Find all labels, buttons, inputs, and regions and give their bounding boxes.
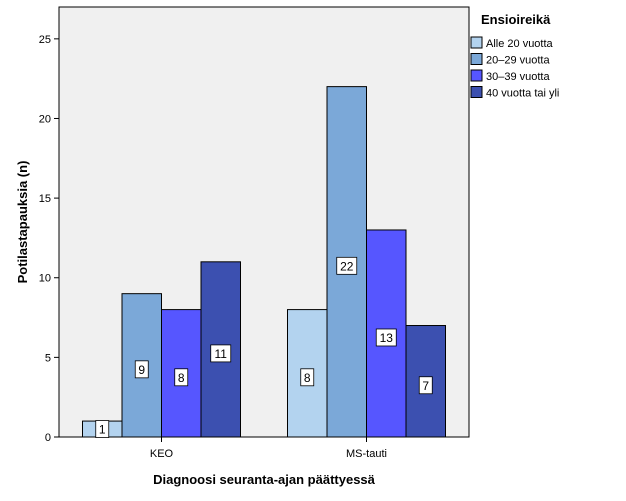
legend-label: 40 vuotta tai yli	[486, 88, 559, 100]
legend-swatch	[470, 69, 483, 82]
legend-label: Alle 20 vuotta	[486, 38, 554, 50]
y-tick-label: 25	[39, 34, 51, 46]
data-label-box	[418, 376, 433, 395]
data-label: 8	[304, 371, 311, 385]
bar	[366, 229, 407, 438]
legend-swatch	[470, 53, 483, 65]
legend: Ensioireikä Alle 20 vuotta 20–29 vuotta 30…	[470, 12, 559, 100]
data-label-box	[95, 420, 110, 438]
y-tick-label: 10	[39, 273, 51, 285]
data-label: 9	[138, 363, 145, 377]
y-axis: 0 5 10 15 20 25	[39, 34, 59, 444]
x-axis: KEO MS-tauti	[150, 437, 387, 460]
data-label: 22	[340, 259, 354, 273]
legend-title: Ensioireikä	[481, 12, 551, 27]
data-label-box	[174, 368, 189, 387]
data-label: 1	[99, 423, 106, 437]
data-label-box	[210, 344, 232, 363]
y-tick-label: 0	[45, 432, 51, 444]
data-labels: 1 9 8 11 8 22 13 7	[95, 256, 433, 438]
data-label-box	[300, 368, 315, 387]
data-label: 8	[178, 371, 185, 385]
legend-label: 20–29 vuotta	[486, 55, 550, 67]
bar	[326, 86, 367, 438]
x-tick-label: KEO	[150, 448, 174, 460]
legend-swatch	[470, 86, 483, 98]
data-label-box	[134, 360, 149, 379]
y-tick-label: 15	[39, 193, 51, 205]
x-axis-title: Diagnoosi seuranta-ajan päättyessä	[153, 472, 376, 487]
legend-swatch	[470, 36, 483, 49]
data-label: 13	[380, 331, 394, 345]
data-label: 7	[422, 379, 429, 393]
legend-label: 30–39 vuotta	[486, 71, 550, 83]
x-tick-label: MS-tauti	[346, 448, 387, 460]
data-label-box	[375, 328, 397, 347]
y-tick-label: 5	[45, 352, 51, 364]
data-label-box	[336, 256, 358, 275]
y-axis-title: Potilastapauksia (n)	[15, 161, 30, 284]
data-label: 11	[215, 347, 228, 361]
y-tick-label: 20	[39, 113, 51, 125]
